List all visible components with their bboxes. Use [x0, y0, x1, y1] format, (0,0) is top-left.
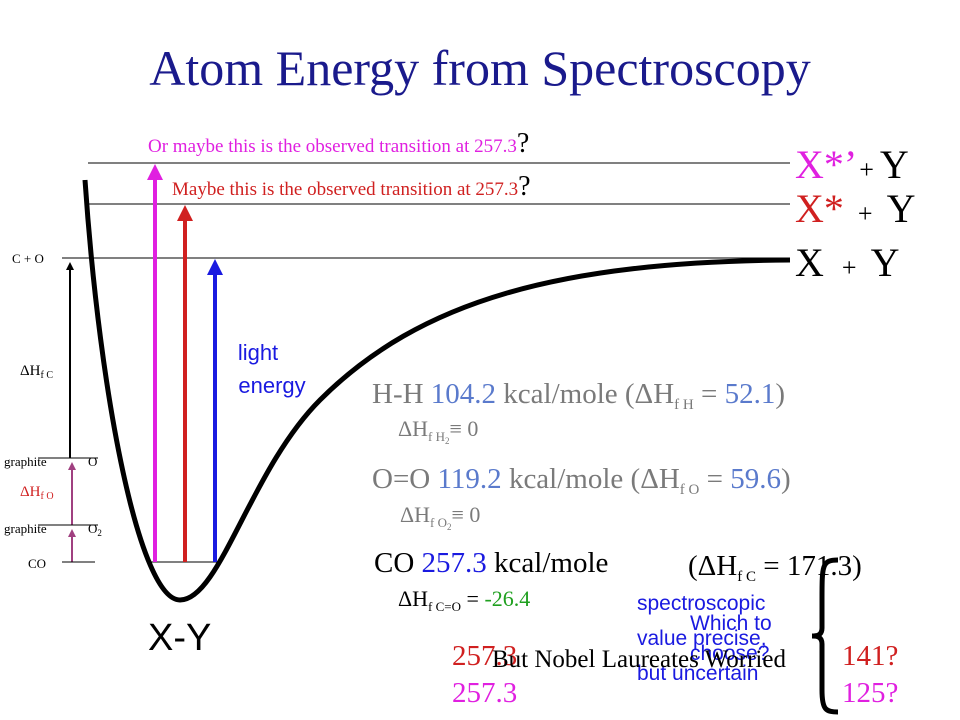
nobel-note: But Nobel Laureates Worried — [492, 646, 786, 673]
state-label: X*’+ Y — [795, 142, 909, 187]
note-line: spectroscopic — [637, 592, 765, 615]
ladder-label: O — [88, 454, 97, 469]
note-line: choose? — [690, 642, 769, 665]
transition-note: Or maybe this is the observed transition… — [148, 128, 529, 159]
bond-line: H-H 104.2 kcal/mole (ΔHf H = 52.1) — [372, 378, 785, 416]
light-label: light — [238, 340, 278, 365]
choice: 257.3 — [452, 640, 517, 672]
state-label: X + Y — [795, 240, 899, 285]
ladder-label: CO — [28, 556, 46, 571]
potential-curve — [82, 179, 791, 603]
transition-note: Maybe this is the observed transition at… — [172, 171, 531, 202]
choice: 125? — [842, 677, 898, 709]
state-label: X* + Y — [795, 186, 915, 231]
ladder-label: graphite — [4, 454, 47, 469]
bond-note: ΔHf O2≡ 0 — [400, 502, 480, 532]
note-line: but uncertain — [637, 662, 758, 685]
note-line: Which to — [690, 612, 772, 635]
ladder-label: ΔHf C — [20, 363, 53, 381]
molecule-label: X-Y — [148, 617, 211, 659]
co-dh: (ΔHf C = 171.3) — [688, 550, 862, 588]
bond-note: ΔHf H2≡ 0 — [398, 416, 478, 446]
bond-group: H-H 104.2 kcal/mole (ΔHf H = 52.1) ΔHf H… — [372, 378, 791, 532]
ladder-label: graphite — [4, 521, 47, 536]
choice: 257.3 — [452, 677, 517, 709]
title: Atom Energy from Spectroscopy — [149, 40, 810, 96]
spectroscopic-note: spectroscopic value precise, but uncerta… — [637, 592, 772, 685]
brace — [811, 557, 839, 715]
bond-line: O=O 119.2 kcal/mole (ΔHf O = 59.6) — [372, 463, 791, 501]
ladder-label: ΔHf O — [20, 484, 54, 502]
ladder-label: O2 — [88, 521, 102, 538]
ladder-label: C + O — [12, 251, 44, 266]
co-note: ΔHf C=O = -26.4 — [398, 586, 530, 616]
choice: 141? — [842, 640, 898, 672]
note-line: value precise, — [637, 627, 767, 650]
light-label: energy — [238, 373, 305, 398]
co-line: CO 257.3 kcal/mole — [374, 547, 608, 579]
